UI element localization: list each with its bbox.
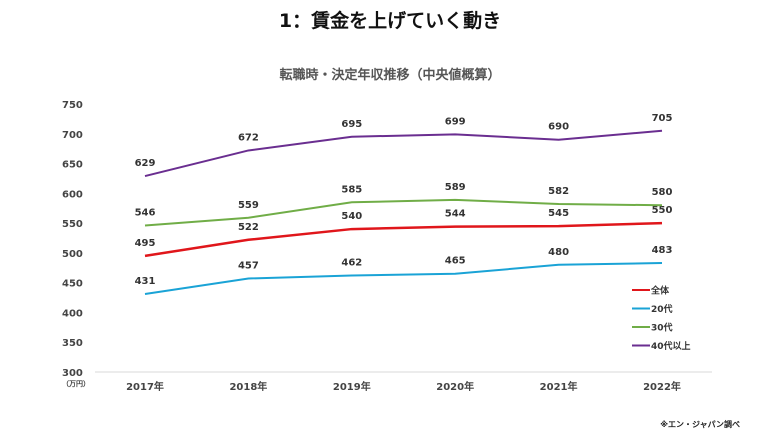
source-note: ※エン・ジャパン調べ <box>660 420 740 429</box>
series-line-1 <box>144 262 663 295</box>
y-axis-unit: （万円） <box>62 380 90 388</box>
data-label: 483 <box>652 245 673 256</box>
data-label: 546 <box>135 207 156 218</box>
data-label: 495 <box>135 238 156 249</box>
legend-label: 40代以上 <box>651 340 691 352</box>
data-label: 522 <box>238 222 259 233</box>
series-line-2 <box>144 198 663 227</box>
y-tick-label: 350 <box>62 338 83 349</box>
data-label: 559 <box>238 200 259 211</box>
y-tick-label: 600 <box>62 189 83 200</box>
data-label: 695 <box>341 119 362 130</box>
x-tick-label: 2022年 <box>643 380 681 393</box>
y-tick-label: 550 <box>62 219 83 230</box>
y-tick-label: 500 <box>62 249 83 260</box>
chart-title: 転職時・決定年収推移（中央値概算） <box>279 68 501 83</box>
data-label: 629 <box>135 158 156 169</box>
y-tick-label: 300 <box>62 368 83 379</box>
x-tick-label: 2018年 <box>229 380 267 393</box>
y-tick-label: 650 <box>62 160 83 171</box>
data-label: 540 <box>341 211 362 222</box>
legend-label: 30代 <box>651 322 673 334</box>
x-tick-label: 2017年 <box>126 380 164 393</box>
data-label: 699 <box>445 116 466 127</box>
x-tick-label: 2021年 <box>540 380 578 393</box>
y-tick-label: 400 <box>62 308 83 319</box>
y-tick-label: 750 <box>62 100 83 111</box>
data-label: 582 <box>548 186 569 197</box>
data-label: 545 <box>548 208 569 219</box>
data-label: 457 <box>238 260 259 271</box>
data-label: 672 <box>238 132 259 143</box>
data-label: 589 <box>445 182 466 193</box>
y-tick-label: 700 <box>62 130 83 141</box>
data-label: 690 <box>548 122 569 133</box>
data-label: 431 <box>135 276 156 287</box>
data-label: 585 <box>341 184 362 195</box>
slide-title: 1：賃金を上げていく動き <box>278 10 502 32</box>
series-line-0 <box>144 221 663 258</box>
data-label: 480 <box>548 247 569 258</box>
y-tick-label: 450 <box>62 279 83 290</box>
legend-label: 全体 <box>650 285 670 297</box>
data-label: 462 <box>341 258 362 269</box>
x-tick-label: 2020年 <box>436 380 474 393</box>
x-tick-label: 2019年 <box>333 380 371 393</box>
data-label: 580 <box>652 187 673 198</box>
series-line-3 <box>144 129 663 178</box>
data-label: 544 <box>445 209 466 220</box>
data-label: 550 <box>652 205 673 216</box>
data-label: 705 <box>652 113 673 124</box>
data-label: 465 <box>445 256 466 267</box>
legend-label: 20代 <box>651 303 673 315</box>
